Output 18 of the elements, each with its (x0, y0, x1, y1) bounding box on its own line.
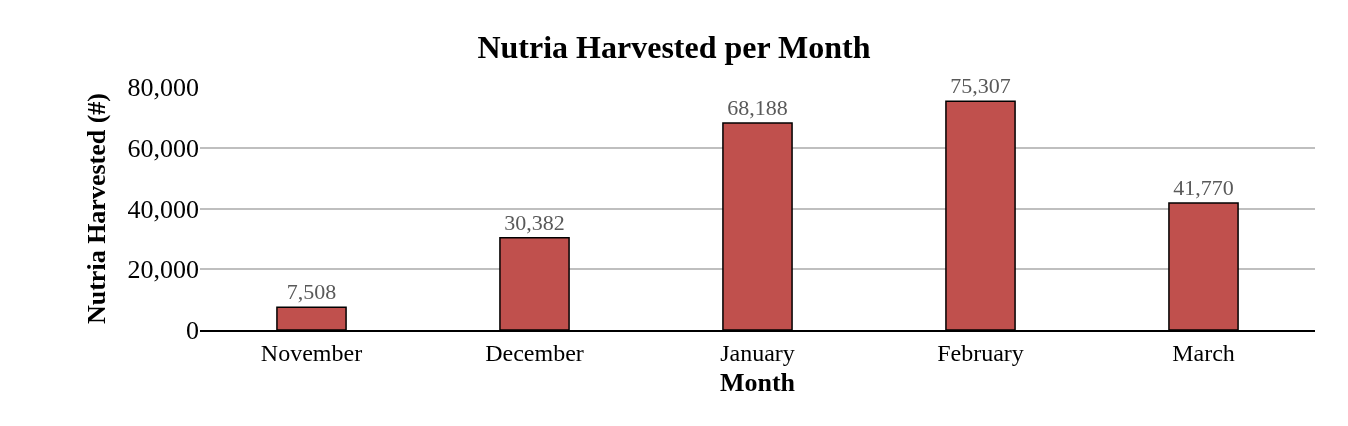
x-tick-label: November (260, 339, 363, 366)
data-label: 7,508 (286, 279, 337, 305)
data-label: 68,188 (727, 94, 788, 120)
x-tick-label: March (1172, 339, 1235, 366)
x-axis-title: Month (719, 367, 796, 397)
y-axis-title: Nutria Harvested (#) (81, 92, 111, 325)
data-label: 41,770 (1173, 175, 1234, 201)
x-tick-label: December (485, 339, 584, 366)
x-tick-label: January (720, 339, 795, 366)
y-tick-label: 40,000 (127, 194, 199, 224)
data-label: 75,307 (950, 73, 1011, 99)
y-tick-label: 80,000 (127, 73, 199, 103)
y-tick-label: 60,000 (127, 133, 199, 163)
y-tick-label: 0 (186, 316, 199, 346)
y-tick-label: 20,000 (127, 255, 199, 285)
chart-title: Nutria Harvested per Month (477, 29, 871, 66)
data-label: 30,382 (504, 209, 565, 235)
x-tick-label: February (937, 339, 1024, 366)
